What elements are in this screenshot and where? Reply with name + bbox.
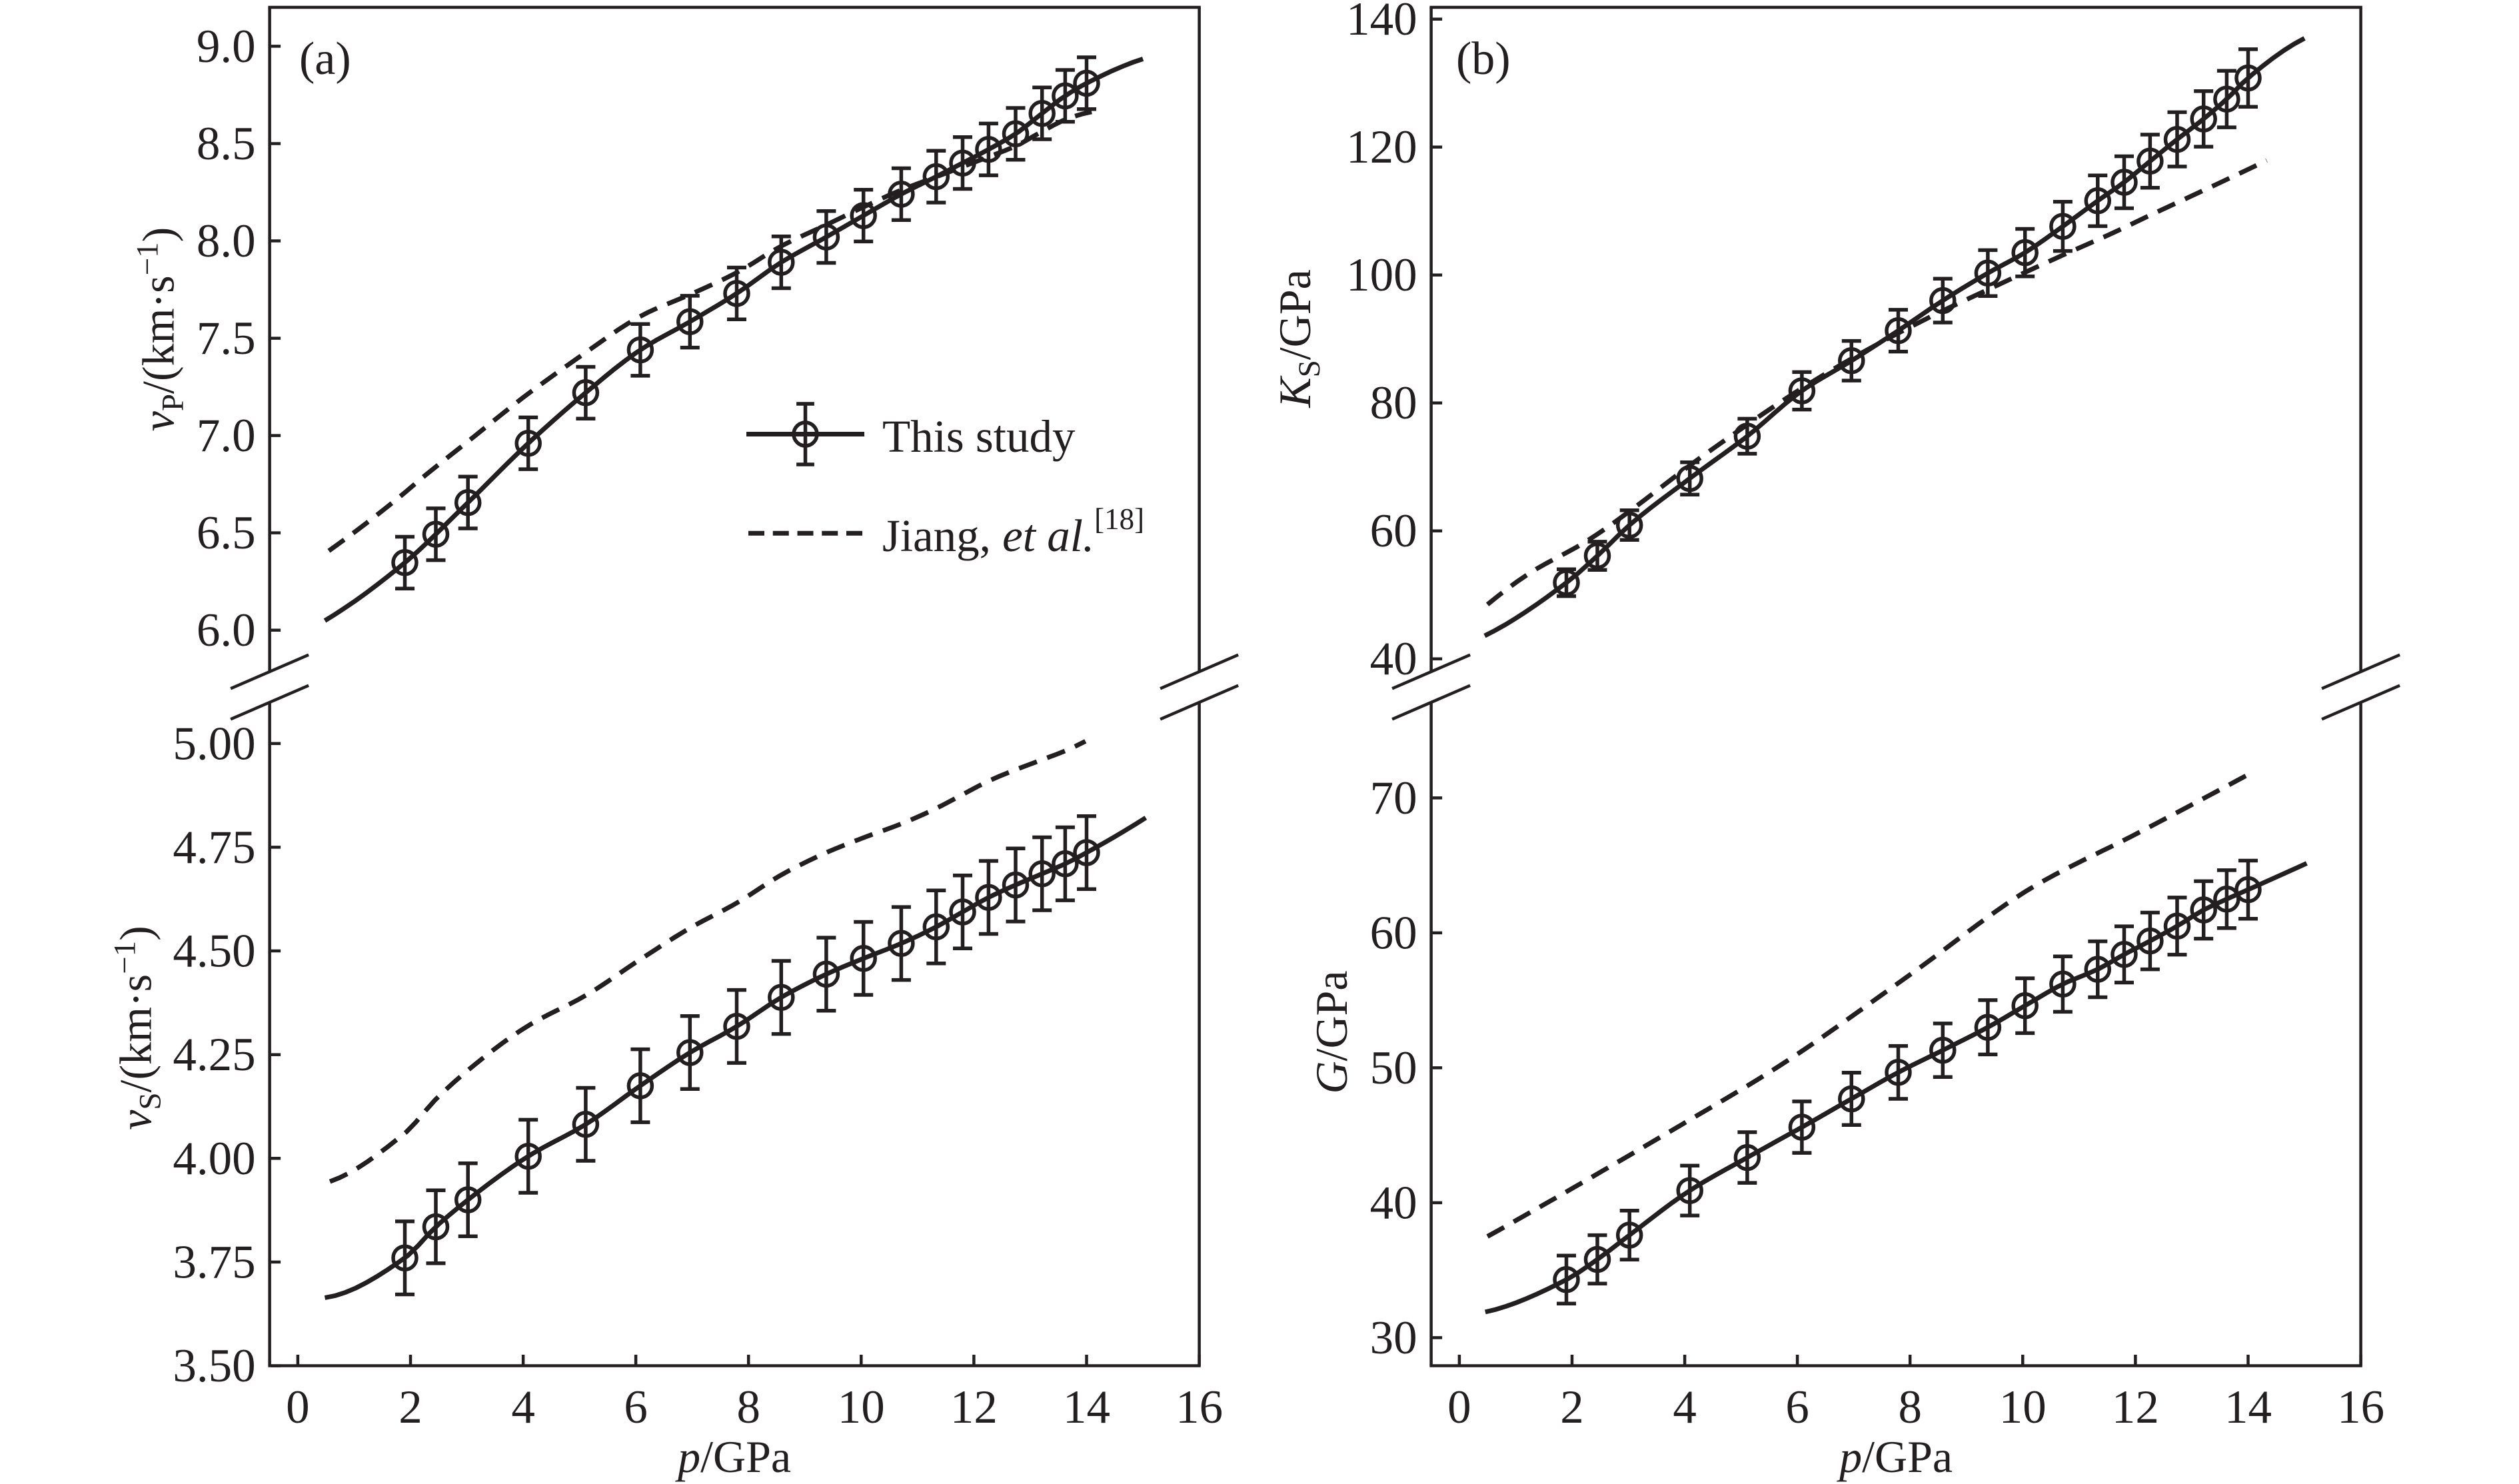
svg-text:6: 6	[624, 1381, 648, 1433]
svg-text:4.00: 4.00	[173, 1133, 255, 1185]
svg-text:8.0: 8.0	[197, 215, 256, 267]
svg-text:12: 12	[2112, 1381, 2159, 1433]
svg-text:3.50: 3.50	[173, 1340, 255, 1392]
svg-text:40: 40	[1370, 1177, 1417, 1229]
svg-text:6: 6	[1785, 1381, 1809, 1433]
svg-text:100: 100	[1346, 249, 1417, 301]
svg-text:4.75: 4.75	[173, 822, 255, 874]
svg-text:7.0: 7.0	[197, 410, 256, 462]
svg-text:14: 14	[1063, 1381, 1110, 1433]
svg-text:60: 60	[1370, 907, 1417, 959]
svg-text:8: 8	[1898, 1381, 1922, 1433]
svg-text:0: 0	[1447, 1381, 1471, 1433]
svg-text:16: 16	[2337, 1381, 2384, 1433]
svg-text:30: 30	[1370, 1312, 1417, 1364]
svg-text:120: 120	[1346, 121, 1417, 173]
svg-text:G/GPa: G/GPa	[1306, 970, 1357, 1094]
svg-text:50: 50	[1370, 1042, 1417, 1094]
svg-text:8.5: 8.5	[197, 118, 256, 170]
svg-text:4.50: 4.50	[173, 926, 255, 978]
svg-text:8: 8	[736, 1381, 760, 1433]
svg-text:14: 14	[2224, 1381, 2272, 1433]
svg-text:4: 4	[511, 1381, 535, 1433]
svg-text:(a): (a)	[299, 33, 351, 85]
svg-text:60: 60	[1370, 505, 1417, 557]
svg-text:70: 70	[1370, 772, 1417, 824]
svg-text:0: 0	[286, 1381, 310, 1433]
svg-text:vP/(km·s−1): vP/(km·s−1)	[131, 227, 191, 432]
svg-text:9.0: 9.0	[197, 21, 256, 73]
svg-text:6.0: 6.0	[197, 604, 256, 656]
svg-text:(b): (b)	[1456, 33, 1511, 85]
svg-text:80: 80	[1370, 377, 1417, 429]
svg-text:2: 2	[399, 1381, 422, 1433]
svg-text:vS/(km·s−1): vS/(km·s−1)	[108, 926, 168, 1130]
svg-text:p/GPa: p/GPa	[1837, 1431, 1953, 1482]
svg-text:6.5: 6.5	[197, 507, 256, 559]
svg-text:KS/GPa: KS/GPa	[1269, 269, 1327, 408]
svg-text:4: 4	[1673, 1381, 1697, 1433]
svg-text:140: 140	[1346, 0, 1417, 45]
svg-text:p/GPa: p/GPa	[675, 1431, 791, 1482]
svg-text:2: 2	[1560, 1381, 1584, 1433]
svg-text:4.25: 4.25	[173, 1029, 255, 1081]
svg-text:This study: This study	[882, 411, 1076, 462]
svg-text:10: 10	[1999, 1381, 2047, 1433]
svg-text:3.75: 3.75	[173, 1236, 255, 1288]
svg-text:12: 12	[950, 1381, 998, 1433]
svg-text:10: 10	[838, 1381, 885, 1433]
svg-text:16: 16	[1176, 1381, 1223, 1433]
svg-text:40: 40	[1370, 633, 1417, 685]
svg-text:5.00: 5.00	[173, 718, 255, 770]
svg-text:7.5: 7.5	[197, 313, 256, 365]
